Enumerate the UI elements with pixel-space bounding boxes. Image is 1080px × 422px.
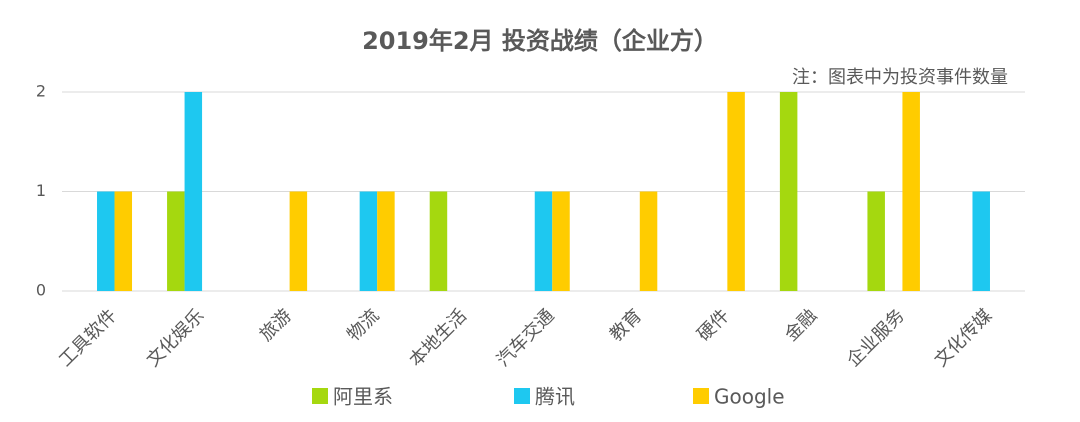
bar bbox=[377, 191, 395, 291]
bar bbox=[639, 191, 658, 291]
bar bbox=[867, 191, 885, 291]
y-tick-label: 2 bbox=[36, 82, 46, 101]
x-tick-label: 物流 bbox=[343, 305, 383, 345]
bar bbox=[779, 92, 798, 291]
bar bbox=[727, 92, 745, 291]
bar bbox=[429, 191, 448, 291]
legend-swatch bbox=[693, 388, 709, 404]
x-tick-label: 文化传媒 bbox=[931, 305, 997, 371]
bar bbox=[902, 92, 920, 291]
x-tick-label: 工具软件 bbox=[55, 305, 121, 371]
x-tick-label: 教育 bbox=[606, 305, 646, 345]
bar bbox=[552, 191, 570, 291]
legend-swatch bbox=[514, 388, 530, 404]
x-tick-label: 本地生活 bbox=[405, 305, 471, 371]
x-tick-label: 汽车交通 bbox=[493, 305, 559, 371]
x-tick-label: 硬件 bbox=[693, 305, 733, 345]
legend-label: 腾讯 bbox=[535, 385, 575, 409]
y-tick-label: 1 bbox=[36, 181, 46, 200]
chart-title: 2019年2月 投资战绩（企业方） bbox=[362, 27, 718, 55]
bar bbox=[184, 92, 203, 291]
x-tick-label: 企业服务 bbox=[843, 305, 909, 371]
bar bbox=[114, 191, 133, 291]
annotation: 注：图表中为投资事件数量 bbox=[792, 67, 1008, 88]
x-tick-label: 金融 bbox=[781, 305, 821, 345]
legend-label: Google bbox=[714, 385, 785, 409]
legend-label: 阿里系 bbox=[333, 385, 393, 409]
x-tick-label: 旅游 bbox=[256, 305, 296, 345]
bar bbox=[97, 191, 115, 291]
bar bbox=[289, 191, 308, 291]
legend-swatch bbox=[312, 388, 328, 404]
bar bbox=[972, 191, 990, 291]
bar bbox=[359, 191, 378, 291]
bar bbox=[167, 191, 185, 291]
y-tick-label: 0 bbox=[36, 281, 46, 300]
bar bbox=[534, 191, 553, 291]
x-tick-label: 文化娱乐 bbox=[143, 305, 209, 371]
